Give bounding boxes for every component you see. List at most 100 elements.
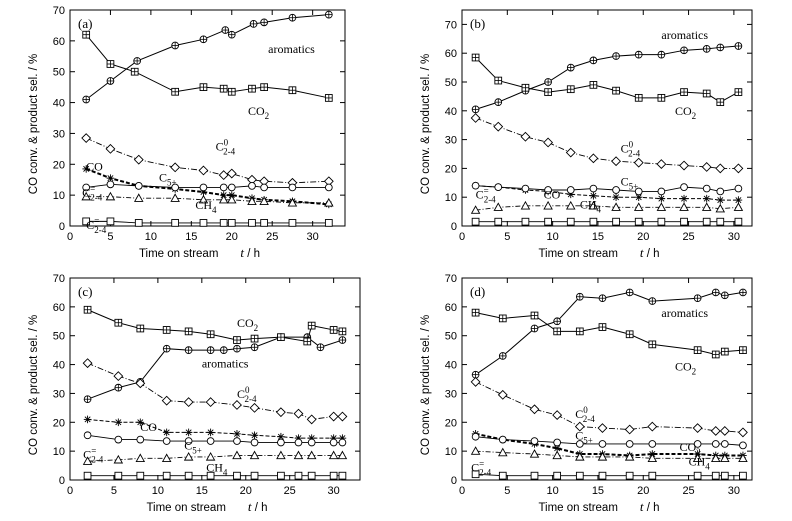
data-point-co2 — [739, 346, 747, 354]
series-c5 — [471, 432, 747, 450]
x-tick-label: 5 — [107, 231, 113, 243]
x-tick-label: 15 — [185, 231, 197, 243]
data-point-c2_4_eq — [288, 219, 297, 227]
data-point-c5 — [498, 435, 507, 444]
series-c2_4_0 — [470, 376, 748, 438]
y-tick-label: 10 — [53, 446, 65, 458]
data-point-aromatics — [316, 343, 325, 352]
data-point-co2 — [544, 88, 552, 96]
y-tick-label: 10 — [445, 446, 457, 458]
y-tick-label: 20 — [53, 159, 65, 171]
data-point-c2_4_0 — [161, 395, 172, 406]
data-point-c5 — [521, 184, 530, 193]
data-point-ch4 — [498, 471, 507, 480]
y-tick-label: 40 — [445, 360, 457, 372]
series-line-co — [475, 432, 743, 457]
series-co2 — [83, 305, 347, 346]
y-tick-label: 60 — [53, 36, 65, 48]
data-point-co2 — [329, 326, 338, 334]
data-point-c2_4_0 — [719, 426, 730, 436]
data-point-c5 — [82, 183, 91, 192]
data-point-c2_4_0 — [647, 421, 658, 432]
data-point-c5 — [598, 440, 607, 448]
annotation-label: aromatics — [268, 42, 315, 56]
plot-frame — [69, 9, 346, 227]
data-point-c2_4_eq — [324, 219, 333, 227]
annotation-label: aromatics — [661, 28, 708, 42]
data-point-c2_4_eq — [113, 454, 124, 464]
series-co — [471, 181, 743, 204]
data-point-c2_4_eq — [82, 456, 93, 465]
x-tick-label: 0 — [459, 231, 465, 243]
data-point-ch4 — [136, 471, 145, 480]
panel-label: (c) — [78, 284, 92, 299]
data-point-c2_4_0 — [529, 404, 540, 415]
data-point-c2_4_eq — [498, 447, 508, 457]
data-point-co2 — [307, 321, 316, 330]
series-ch4 — [471, 470, 747, 480]
data-point-co2 — [260, 83, 268, 91]
data-point-c5 — [625, 440, 634, 448]
data-point-aromatics — [657, 50, 666, 59]
data-point-c5 — [171, 183, 179, 192]
data-point-c5 — [199, 183, 208, 192]
data-point-c2_4_eq — [520, 200, 531, 210]
data-point-c5 — [219, 183, 228, 192]
data-point-c2_4_0 — [226, 168, 237, 179]
x-tick-label: 25 — [266, 231, 278, 243]
data-point-co2 — [206, 330, 215, 339]
data-point-c2_4_eq — [328, 450, 339, 460]
x-axis-label: Time on stream t / h — [146, 499, 267, 514]
data-point-co2 — [657, 93, 666, 102]
data-point-c5 — [494, 183, 503, 191]
data-point-aromatics — [471, 370, 480, 379]
series-co — [471, 430, 747, 460]
panel-d: 0 5 10 15 20 25 30 0 10 20 30 40 50 60 70 Time on strea… — [420, 273, 753, 514]
data-point-co — [680, 194, 688, 203]
data-point-co2 — [288, 86, 297, 95]
data-point-c2_4_0 — [232, 400, 242, 410]
data-point-ch4 — [471, 217, 480, 226]
series-aromatics — [471, 42, 743, 114]
y-axis-label: CO conv. & product sel. / % — [420, 54, 432, 194]
data-point-co2 — [83, 305, 92, 314]
data-point-c2_4_0 — [306, 414, 317, 425]
data-point-c2_4_0 — [82, 358, 93, 369]
annotation-label: C0 2-4 — [216, 137, 236, 156]
data-point-c2_4_eq — [720, 453, 730, 463]
data-point-c5 — [136, 435, 145, 444]
data-point-co — [716, 196, 725, 204]
annotation-label: CO2 — [680, 440, 701, 457]
data-point-c5 — [553, 438, 562, 447]
data-point-aromatics — [544, 78, 552, 86]
data-point-co2 — [162, 326, 171, 334]
data-point-c2_4_0 — [497, 389, 508, 400]
series-line-ch4 — [475, 473, 743, 477]
data-point-aromatics — [171, 41, 179, 50]
data-point-co2 — [106, 60, 115, 68]
y-tick-label: 0 — [59, 475, 65, 487]
x-tick-label: 0 — [459, 485, 465, 497]
annotation-label: CH4 — [195, 198, 217, 215]
data-point-aromatics — [498, 352, 507, 360]
data-point-c2_4_eq — [575, 451, 585, 461]
data-point-co2 — [498, 314, 507, 323]
series-c2_4_0 — [81, 133, 334, 188]
series-line-c2_4_eq — [475, 205, 739, 211]
data-point-c2_4_eq — [205, 451, 216, 461]
data-point-c2_4_0 — [105, 143, 116, 154]
x-tick-label: 0 — [67, 485, 73, 497]
data-point-co2 — [530, 311, 539, 320]
data-point-c5 — [288, 183, 297, 192]
data-point-co2 — [734, 88, 743, 96]
y-tick-label: 60 — [53, 302, 65, 314]
data-point-c2_4_0 — [543, 137, 554, 148]
data-point-aromatics — [83, 395, 92, 404]
data-point-c2_4_0 — [520, 131, 531, 142]
y-tick-label: 20 — [445, 417, 457, 429]
data-point-c5 — [184, 437, 193, 445]
data-point-c2_4_eq — [647, 453, 658, 463]
data-point-aromatics — [260, 18, 268, 27]
data-point-ch4 — [711, 471, 720, 480]
data-point-aromatics — [720, 291, 729, 300]
